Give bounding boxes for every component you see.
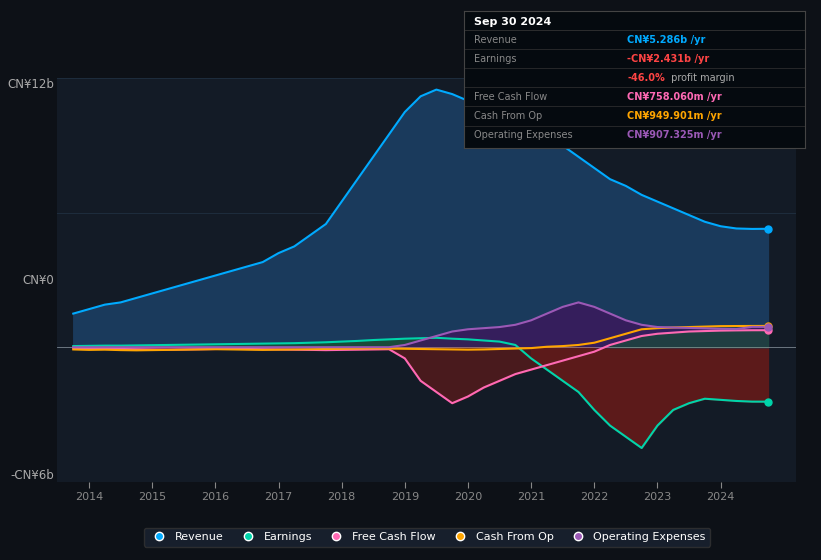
Text: -CN¥2.431b /yr: -CN¥2.431b /yr bbox=[627, 54, 709, 64]
Text: CN¥0: CN¥0 bbox=[22, 273, 54, 287]
Text: Operating Expenses: Operating Expenses bbox=[474, 130, 573, 140]
Text: Cash From Op: Cash From Op bbox=[474, 111, 543, 121]
Text: CN¥949.901m /yr: CN¥949.901m /yr bbox=[627, 111, 722, 121]
Text: Free Cash Flow: Free Cash Flow bbox=[474, 92, 548, 102]
Text: Sep 30 2024: Sep 30 2024 bbox=[474, 17, 552, 27]
Text: profit margin: profit margin bbox=[668, 73, 735, 83]
Legend: Revenue, Earnings, Free Cash Flow, Cash From Op, Operating Expenses: Revenue, Earnings, Free Cash Flow, Cash … bbox=[144, 528, 710, 547]
Text: -CN¥6b: -CN¥6b bbox=[10, 469, 54, 482]
Text: Revenue: Revenue bbox=[474, 35, 517, 45]
Text: Earnings: Earnings bbox=[474, 54, 516, 64]
Text: -46.0%: -46.0% bbox=[627, 73, 665, 83]
Text: CN¥5.286b /yr: CN¥5.286b /yr bbox=[627, 35, 706, 45]
Text: CN¥907.325m /yr: CN¥907.325m /yr bbox=[627, 130, 722, 140]
Text: CN¥12b: CN¥12b bbox=[7, 78, 54, 91]
Text: CN¥758.060m /yr: CN¥758.060m /yr bbox=[627, 92, 722, 102]
